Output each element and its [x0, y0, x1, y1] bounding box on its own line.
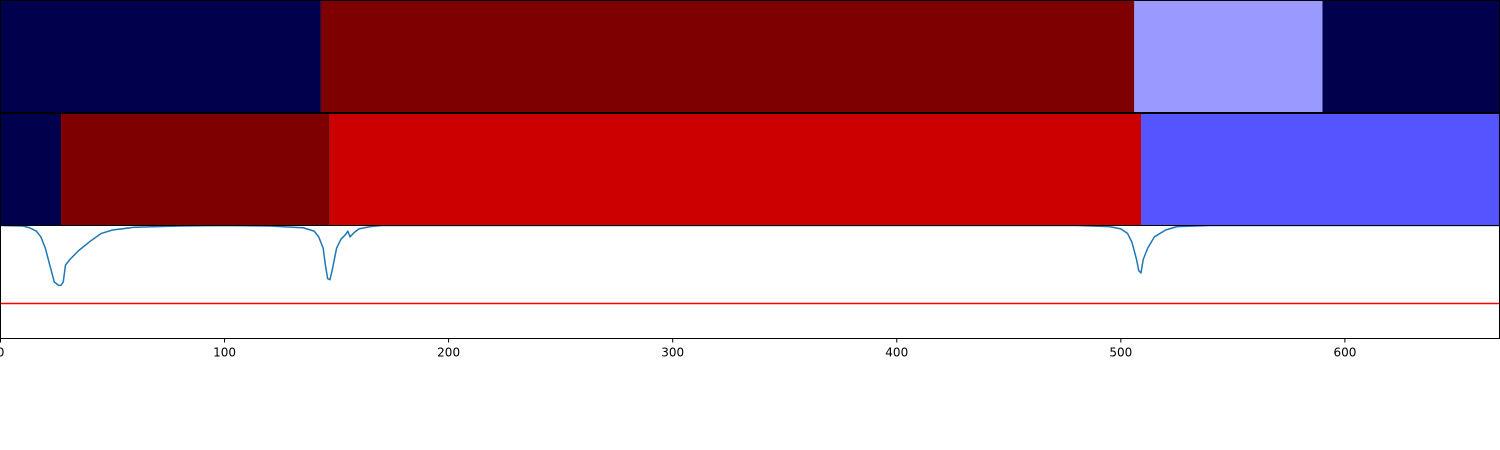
heatmap-panel-top [0, 0, 1500, 113]
heatmap-cell [1140, 113, 1500, 226]
x-tick-label: 600 [1333, 346, 1356, 360]
heatmap-cell [0, 0, 321, 113]
line-panel [0, 225, 1500, 339]
heatmap-cell [329, 113, 1141, 226]
heatmap-panel-middle [0, 113, 1500, 226]
heatmap-cell [1322, 0, 1500, 113]
panel-frame [0, 225, 1500, 339]
x-tick-label: 200 [437, 346, 460, 360]
x-tick-label: 400 [885, 346, 908, 360]
x-tick-label: 0 [0, 346, 4, 360]
x-tick-label: 500 [1109, 346, 1132, 360]
x-axis: 0 100 200 300 400 500 600 [0, 338, 1356, 360]
heatmap-cell [320, 0, 1135, 113]
heatmap-cell [60, 113, 330, 226]
heatmap-cell [0, 113, 61, 226]
heatmap-cell [1134, 0, 1323, 113]
signal-line [0, 225, 1500, 287]
x-tick-label: 100 [213, 346, 236, 360]
x-tick-label: 300 [661, 346, 684, 360]
